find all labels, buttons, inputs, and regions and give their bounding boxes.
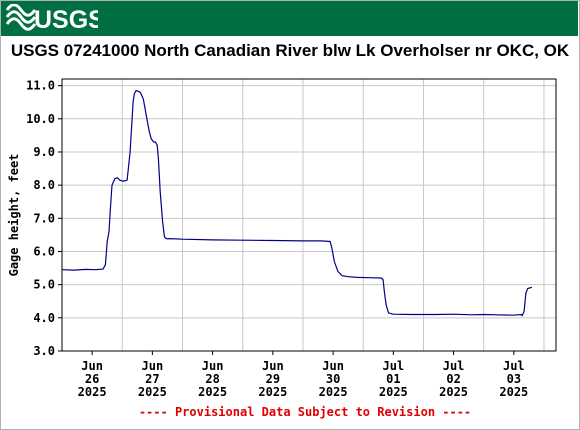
y-tick-label: 11.0 [26,79,55,93]
x-tick-label: 28 [205,372,219,386]
x-tick-label: 03 [507,372,521,386]
y-tick-label: 9.0 [33,145,55,159]
x-tick-label: Jun [202,359,224,373]
usgs-logo: USGS [6,4,98,32]
x-tick-label: Jun [322,359,344,373]
usgs-banner [1,1,578,36]
chart-title: USGS 07241000 North Canadian River blw L… [10,41,570,60]
x-tick-label: 2025 [499,385,528,399]
x-tick-label: Jul [382,359,404,373]
y-tick-label: 8.0 [33,178,55,192]
x-tick-label: 2025 [78,385,107,399]
x-tick-label: 30 [326,372,340,386]
x-tick-label: Jul [503,359,525,373]
usgs-logo-text: USGS [34,6,98,32]
x-tick-label: Jun [142,359,164,373]
x-tick-label: 01 [386,372,400,386]
usgs-wave-icon [6,4,37,31]
x-tick-label: 2025 [258,385,287,399]
series-line [61,89,533,317]
x-tick-label: 2025 [319,385,348,399]
y-tick-label: 7.0 [33,211,55,225]
y-axis-label: Gage height, feet [7,154,21,277]
y-tick-label: 5.0 [33,278,55,292]
x-tick-label: 2025 [439,385,468,399]
x-tick-label: 27 [145,372,159,386]
x-tick-label: 2025 [138,385,167,399]
x-tick-label: Jun [81,359,103,373]
x-tick-label: Jul [443,359,465,373]
y-tick-label: 4.0 [33,311,55,325]
x-tick-label: 26 [85,372,99,386]
y-tick-label: 3.0 [33,344,55,358]
x-tick-label: Jun [262,359,284,373]
y-tick-label: 6.0 [33,244,55,258]
x-tick-label: 02 [446,372,460,386]
provisional-notice: ---- Provisional Data Subject to Revisio… [139,405,471,419]
x-tick-label: 2025 [198,385,227,399]
y-tick-label: 10.0 [26,112,55,126]
x-tick-label: 29 [266,372,280,386]
x-tick-label: 2025 [379,385,408,399]
